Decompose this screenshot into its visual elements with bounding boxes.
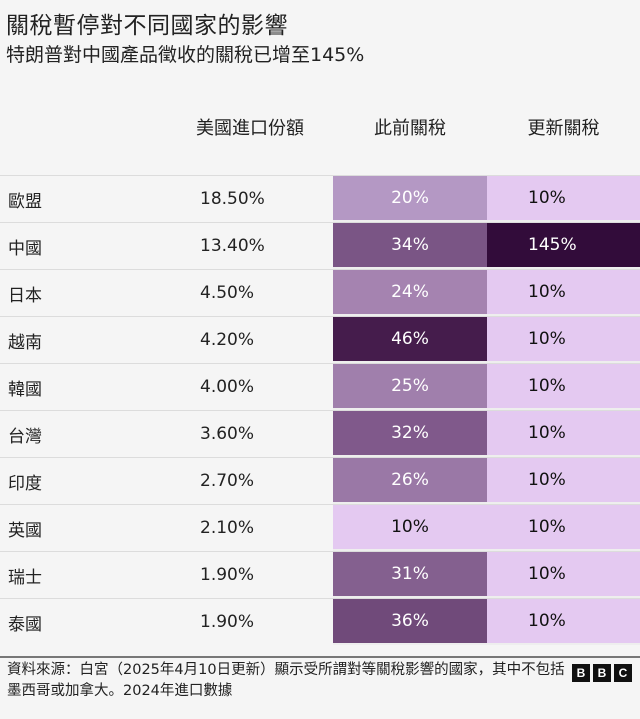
table-row: 泰國 1.90% 36% 10% xyxy=(0,598,640,645)
bbc-logo-letter: C xyxy=(614,664,632,682)
table-row: 歐盟 18.50% 20% 10% xyxy=(0,175,640,222)
previous-tariff-cell: 46% xyxy=(333,317,487,363)
bbc-logo: B B C xyxy=(572,664,632,682)
updated-tariff-cell: 10% xyxy=(487,176,640,222)
footer-divider xyxy=(0,656,640,658)
import-share-cell: 4.00% xyxy=(200,377,255,397)
country-cell: 越南 xyxy=(8,332,42,353)
table-row: 瑞士 1.90% 31% 10% xyxy=(0,551,640,598)
table-row: 韓國 4.00% 25% 10% xyxy=(0,363,640,410)
table-row: 印度 2.70% 26% 10% xyxy=(0,457,640,504)
tariff-table: 歐盟 18.50% 20% 10% 中國 13.40% 34% 145% 日本 4.50% 24% 1… xyxy=(0,175,640,645)
updated-tariff-cell: 145% xyxy=(487,223,640,269)
column-header-share: 美國進口份額 xyxy=(196,118,304,139)
import-share-cell: 1.90% xyxy=(200,565,255,585)
previous-tariff-cell: 24% xyxy=(333,270,487,316)
import-share-cell: 18.50% xyxy=(200,189,265,209)
table-row: 中國 13.40% 34% 145% xyxy=(0,222,640,269)
updated-tariff-cell: 10% xyxy=(487,411,640,457)
country-cell: 台灣 xyxy=(8,426,42,447)
country-cell: 英國 xyxy=(8,520,42,541)
updated-tariff-cell: 10% xyxy=(487,505,640,551)
previous-tariff-cell: 25% xyxy=(333,364,487,410)
import-share-cell: 2.10% xyxy=(200,518,255,538)
previous-tariff-cell: 10% xyxy=(333,505,487,551)
previous-tariff-cell: 20% xyxy=(333,176,487,222)
bbc-logo-letter: B xyxy=(593,664,611,682)
table-row: 日本 4.50% 24% 10% xyxy=(0,269,640,316)
updated-tariff-cell: 10% xyxy=(487,270,640,316)
updated-tariff-cell: 10% xyxy=(487,552,640,598)
column-header-new: 更新關稅 xyxy=(527,118,600,139)
previous-tariff-cell: 26% xyxy=(333,458,487,504)
country-cell: 泰國 xyxy=(8,614,42,635)
updated-tariff-cell: 10% xyxy=(487,599,640,645)
chart-subtitle: 特朗普對中國產品徵收的關稅已增至145% xyxy=(6,44,365,66)
column-header-prev: 此前關稅 xyxy=(374,118,446,139)
table-row: 越南 4.20% 46% 10% xyxy=(0,316,640,363)
previous-tariff-cell: 32% xyxy=(333,411,487,457)
country-cell: 歐盟 xyxy=(8,191,42,212)
country-cell: 瑞士 xyxy=(8,567,42,588)
country-cell: 日本 xyxy=(8,285,42,306)
import-share-cell: 4.50% xyxy=(200,283,255,303)
updated-tariff-cell: 10% xyxy=(487,458,640,504)
updated-tariff-cell: 10% xyxy=(487,317,640,363)
updated-tariff-cell: 10% xyxy=(487,364,640,410)
import-share-cell: 13.40% xyxy=(200,236,265,256)
table-row: 台灣 3.60% 32% 10% xyxy=(0,410,640,457)
previous-tariff-cell: 31% xyxy=(333,552,487,598)
bbc-logo-letter: B xyxy=(572,664,590,682)
import-share-cell: 4.20% xyxy=(200,330,255,350)
country-cell: 印度 xyxy=(8,473,42,494)
import-share-cell: 2.70% xyxy=(200,471,255,491)
table-row: 英國 2.10% 10% 10% xyxy=(0,504,640,551)
import-share-cell: 3.60% xyxy=(200,424,255,444)
source-note: 資料來源：白宮（2025年4月10日更新）顯示受所謂對等關稅影響的國家，其中不包… xyxy=(7,662,565,699)
country-cell: 韓國 xyxy=(8,379,42,400)
chart-title: 關稅暫停對不同國家的影響 xyxy=(6,13,288,39)
previous-tariff-cell: 36% xyxy=(333,599,487,645)
previous-tariff-cell: 34% xyxy=(333,223,487,269)
country-cell: 中國 xyxy=(8,238,42,259)
import-share-cell: 1.90% xyxy=(200,612,255,632)
